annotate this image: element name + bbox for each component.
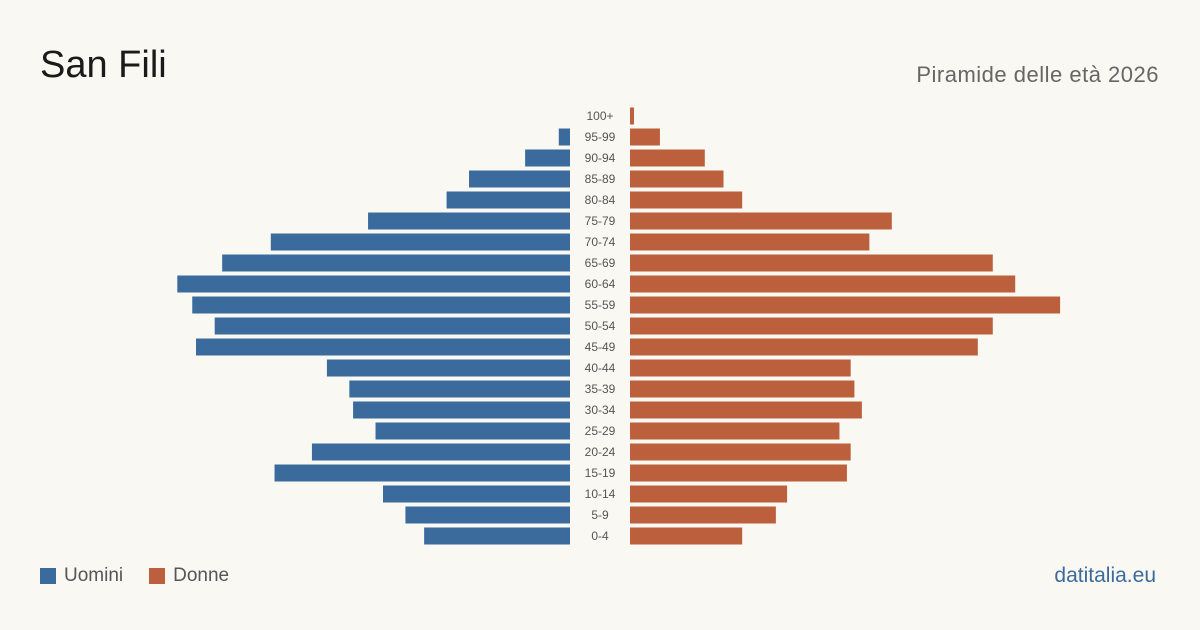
bar-men-15-19 <box>274 464 570 482</box>
bar-women-55-59 <box>630 296 1061 314</box>
bar-women-95-99 <box>630 128 660 146</box>
age-tick-label: 15-19 <box>585 466 616 480</box>
bar-men-70-74 <box>270 233 570 251</box>
age-tick-label: 35-39 <box>585 382 616 396</box>
legend-swatch-women <box>149 568 166 584</box>
age-tick-label: 0-4 <box>591 529 609 543</box>
brand-link[interactable]: datitalia.eu <box>1054 564 1156 587</box>
bar-men-45-49 <box>196 338 570 356</box>
bar-women-40-44 <box>630 359 851 377</box>
age-tick-label: 55-59 <box>585 298 616 312</box>
age-tick-label: 100+ <box>586 109 613 123</box>
bar-women-45-49 <box>630 338 978 356</box>
bar-women-30-34 <box>630 401 862 419</box>
legend: Uomini Donne <box>40 565 255 587</box>
age-tick-label: 25-29 <box>585 424 616 438</box>
bar-men-40-44 <box>326 359 570 377</box>
bar-men-95-99 <box>558 128 570 146</box>
age-tick-label: 40-44 <box>585 361 616 375</box>
bar-women-85-89 <box>630 170 724 188</box>
bar-women-5-9 <box>630 506 776 524</box>
bar-men-30-34 <box>353 401 570 419</box>
bar-women-50-54 <box>630 317 993 335</box>
bar-men-90-94 <box>525 149 570 167</box>
legend-label-women: Donne <box>173 565 230 586</box>
bar-men-50-54 <box>214 317 570 335</box>
age-tick-label: 5-9 <box>591 508 609 522</box>
age-tick-label: 90-94 <box>585 151 616 165</box>
bar-men-0-4 <box>424 527 570 545</box>
bar-men-75-79 <box>368 212 570 230</box>
age-tick-label: 45-49 <box>585 340 616 354</box>
bar-men-35-39 <box>349 380 570 398</box>
legend-item-men: Uomini <box>40 565 123 587</box>
bar-women-65-69 <box>630 254 993 272</box>
bar-men-5-9 <box>405 506 570 524</box>
bar-men-80-84 <box>446 191 570 209</box>
bar-women-90-94 <box>630 149 705 167</box>
bar-women-60-64 <box>630 275 1016 293</box>
bar-men-20-24 <box>311 443 570 461</box>
bar-women-35-39 <box>630 380 855 398</box>
legend-item-women: Donne <box>149 565 229 587</box>
bar-women-25-29 <box>630 422 840 440</box>
age-tick-label: 70-74 <box>585 235 616 249</box>
age-tick-label: 75-79 <box>585 214 616 228</box>
bar-men-65-69 <box>222 254 570 272</box>
chart-subtitle: Piramide delle età 2026 <box>916 62 1159 87</box>
age-tick-label: 10-14 <box>585 487 616 501</box>
bar-men-25-29 <box>375 422 570 440</box>
age-tick-label: 30-34 <box>585 403 616 417</box>
bar-men-85-89 <box>469 170 570 188</box>
bar-men-55-59 <box>192 296 570 314</box>
bar-women-0-4 <box>630 527 743 545</box>
bar-women-80-84 <box>630 191 743 209</box>
bar-women-20-24 <box>630 443 851 461</box>
bar-men-60-64 <box>177 275 571 293</box>
chart-title: San Fili <box>40 44 167 86</box>
bar-women-75-79 <box>630 212 892 230</box>
age-tick-label: 80-84 <box>585 193 616 207</box>
bar-men-10-14 <box>383 485 570 503</box>
age-tick-label: 50-54 <box>585 319 616 333</box>
bar-women-15-19 <box>630 464 847 482</box>
bar-women-70-74 <box>630 233 870 251</box>
legend-label-men: Uomini <box>64 565 124 586</box>
age-tick-label: 20-24 <box>585 445 616 459</box>
age-tick-label: 65-69 <box>585 256 616 270</box>
age-tick-label: 95-99 <box>585 130 616 144</box>
age-tick-label: 60-64 <box>585 277 616 291</box>
age-tick-label: 85-89 <box>585 172 616 186</box>
bar-women-10-14 <box>630 485 788 503</box>
bar-women-100+ <box>630 107 634 125</box>
legend-swatch-men <box>40 568 56 584</box>
